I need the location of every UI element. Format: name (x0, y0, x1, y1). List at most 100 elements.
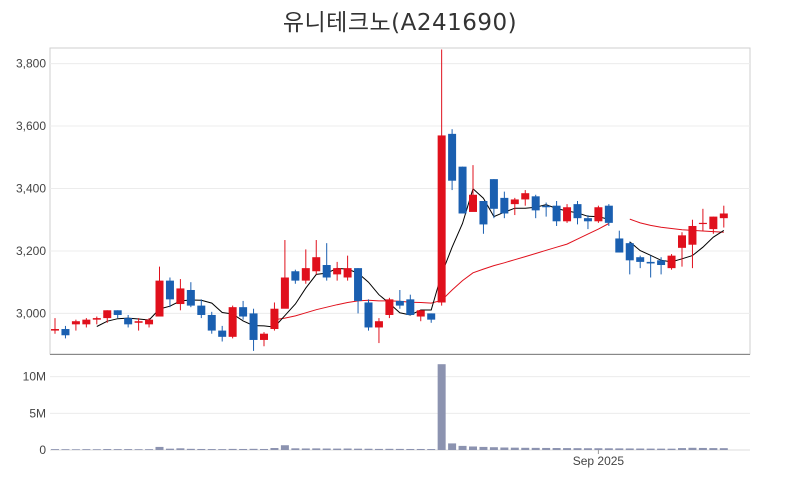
volume-bar (270, 448, 279, 450)
candle-body-up (301, 268, 310, 281)
volume-bar (615, 448, 624, 450)
volume-bar (291, 448, 300, 450)
candle-body-up (510, 199, 519, 205)
candle-body-down (406, 299, 415, 315)
candle-body-down (113, 310, 122, 315)
ma-long-line (629, 218, 724, 233)
volume-bar (134, 449, 143, 450)
volume-tick-label: 5M (29, 406, 46, 420)
price-tick-label: 3,800 (16, 57, 46, 71)
candle-body-down (615, 238, 624, 253)
candle-body-up (374, 321, 383, 328)
volume-tick-label: 0 (39, 443, 46, 457)
volume-bar (510, 447, 519, 450)
volume-bar (427, 449, 436, 450)
volume-bar (51, 449, 59, 450)
volume-bar (698, 447, 707, 450)
candle-body-up (270, 308, 279, 330)
volume-bar (688, 447, 697, 450)
volume-bar (197, 448, 206, 450)
volume-bars (51, 364, 728, 450)
candle-body-up (678, 235, 686, 248)
candle-body-up (416, 310, 425, 317)
candle-body-down (124, 318, 133, 325)
candle-body-up (667, 255, 676, 269)
candle-body-down (500, 197, 509, 214)
volume-bar (124, 449, 133, 450)
candle-body-down (542, 205, 551, 208)
volume-bar (458, 445, 467, 450)
volume-bar (103, 449, 112, 450)
candle-body-up (51, 329, 59, 331)
volume-bar (228, 448, 237, 450)
volume-bar (406, 448, 415, 450)
candle-body-down (552, 205, 561, 222)
volume-bar (469, 446, 477, 450)
candle-body-down (207, 314, 216, 331)
volume-bar (678, 448, 686, 450)
chart-title: 유니테크노(A241690) (282, 10, 518, 36)
candle-body-down (291, 271, 300, 281)
volume-bar (563, 448, 572, 450)
candle-body-down (636, 257, 645, 262)
candle-body-down (218, 330, 227, 337)
candle-body-up (385, 299, 394, 315)
volume-bar (176, 448, 185, 450)
candle-body-down (489, 179, 498, 209)
price-tick-label: 3,400 (16, 182, 46, 196)
candle-body-up (719, 213, 728, 219)
volume-bar (416, 448, 425, 450)
candle-body-down (239, 307, 248, 317)
volume-bar (218, 449, 227, 450)
candle-body-down (197, 305, 206, 315)
volume-bar (145, 449, 154, 450)
volume-bar (448, 443, 457, 450)
volume-bar (249, 448, 258, 450)
candle-body-up (134, 321, 143, 323)
candle-body-up (698, 222, 707, 225)
candle-body-up (688, 225, 697, 245)
candle-body-down (249, 313, 258, 340)
candle-body-down (322, 265, 331, 278)
candle-body-down (531, 196, 540, 211)
candle-body-up (71, 321, 80, 325)
volume-bar (437, 364, 446, 450)
candle-body-down (646, 261, 655, 264)
volume-bar (165, 448, 174, 450)
volume-bar (573, 448, 582, 450)
candle-body-down (354, 268, 363, 301)
volume-tick-label: 10M (23, 370, 46, 384)
volume-bar (186, 448, 195, 450)
candle-body-up (563, 207, 572, 222)
volume-bar (239, 448, 248, 450)
candle-body-down (165, 280, 174, 300)
candle-body-down (395, 300, 404, 306)
volume-bar (207, 449, 216, 450)
candle-body-down (583, 218, 592, 222)
volume-bar (322, 448, 331, 450)
volume-bar (71, 449, 80, 450)
price-tick-label: 3,000 (16, 306, 46, 320)
volume-bar (364, 448, 373, 450)
volume-bar (343, 448, 352, 450)
candle-body-up (145, 319, 154, 325)
candle-body-down (458, 166, 467, 214)
candle-body-up (92, 318, 101, 320)
volume-grid (50, 376, 750, 451)
volume-bar (709, 448, 718, 450)
candle-body-up (521, 193, 530, 200)
volume-bar (657, 448, 666, 450)
candle-body-up (103, 310, 112, 319)
candle-body-up (594, 207, 603, 222)
x-tick-labels: Sep 2025 (573, 450, 624, 468)
candle-body-down (61, 329, 70, 336)
price-tick-label: 3,200 (16, 244, 46, 258)
volume-bar (395, 448, 404, 450)
volume-bar (113, 449, 122, 450)
candle-body-up (333, 268, 342, 275)
volume-bar (333, 448, 342, 450)
candle-body-up (343, 268, 352, 278)
candles (51, 49, 728, 351)
price-tick-label: 3,600 (16, 119, 46, 133)
